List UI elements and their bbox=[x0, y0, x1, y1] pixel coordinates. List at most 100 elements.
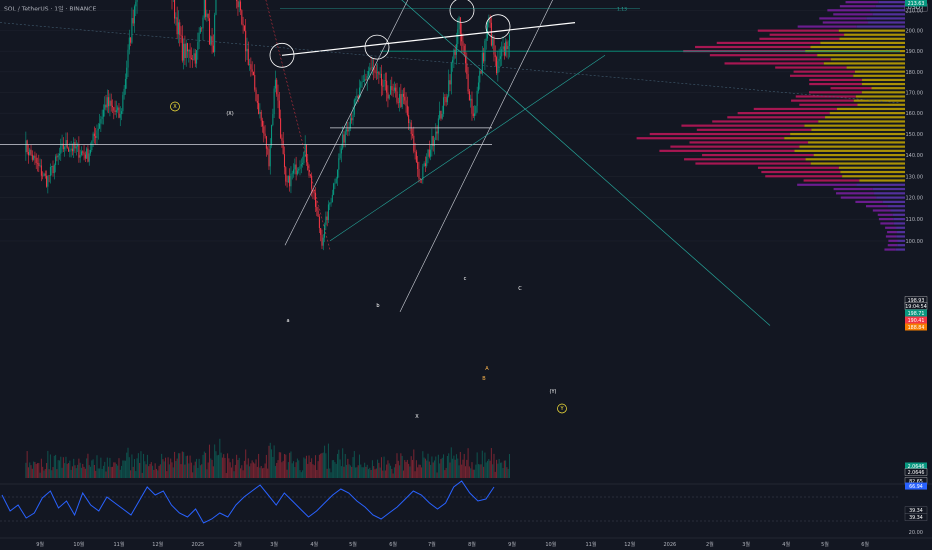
volume-bar bbox=[190, 462, 192, 478]
profile-buy bbox=[861, 82, 905, 86]
volume-bar bbox=[493, 453, 495, 478]
candle-body bbox=[124, 79, 126, 89]
volume-bar bbox=[286, 469, 288, 478]
candle-body bbox=[344, 131, 346, 143]
volume-bar bbox=[379, 467, 381, 478]
candle-body bbox=[136, 0, 138, 2]
candle-body bbox=[387, 92, 389, 99]
profile-buy bbox=[854, 70, 905, 73]
profile-buy bbox=[784, 137, 905, 140]
volume-bar bbox=[140, 451, 142, 478]
wave-label: X bbox=[173, 104, 177, 110]
volume-bar bbox=[320, 453, 322, 478]
volume-bar bbox=[203, 451, 205, 478]
x-tick-label: 4월 bbox=[310, 541, 318, 548]
candle-body bbox=[383, 80, 385, 87]
candle-body bbox=[417, 161, 419, 170]
volume-bar bbox=[206, 469, 208, 478]
volume-bar bbox=[296, 458, 298, 478]
candle-body bbox=[490, 22, 492, 46]
volume-bar bbox=[470, 468, 472, 478]
candle-body bbox=[384, 80, 386, 81]
candle-body bbox=[489, 17, 491, 23]
candle-body bbox=[273, 88, 275, 115]
volume-bar bbox=[162, 459, 164, 478]
candle-body bbox=[295, 164, 297, 175]
volume-bar bbox=[95, 470, 97, 478]
volume-bar bbox=[468, 466, 470, 478]
rsi-tag-label: 39.34 bbox=[909, 515, 923, 521]
candle-body bbox=[471, 98, 473, 114]
wave-label: (X) bbox=[226, 111, 233, 117]
volume-bar bbox=[290, 451, 292, 478]
profile-buy bbox=[811, 128, 905, 131]
candle-body bbox=[316, 206, 318, 211]
volume-bar bbox=[387, 460, 389, 478]
volume-bar bbox=[339, 459, 341, 478]
x-tick-label: 12월 bbox=[624, 541, 635, 548]
profile-buy bbox=[830, 58, 905, 61]
candle-body bbox=[466, 63, 468, 75]
profile-sell bbox=[769, 33, 845, 36]
candle-body bbox=[184, 43, 186, 59]
candle-body bbox=[483, 52, 485, 62]
volume-bar bbox=[233, 471, 235, 478]
volume-bar bbox=[77, 464, 79, 478]
candle-body bbox=[38, 163, 40, 166]
candle-body bbox=[409, 122, 411, 124]
volume-bar bbox=[476, 452, 478, 478]
candle-body bbox=[449, 80, 451, 85]
candle-body bbox=[506, 41, 508, 50]
candle-body bbox=[99, 123, 101, 129]
y-tick-label: 210.00 bbox=[906, 8, 924, 14]
volume-bar bbox=[188, 463, 190, 478]
volume-bar bbox=[497, 463, 499, 478]
candle-body bbox=[459, 17, 461, 34]
profile-buy bbox=[875, 5, 905, 8]
volume-bar bbox=[277, 460, 279, 478]
candle-body bbox=[135, 1, 137, 7]
volume-bar bbox=[210, 458, 212, 478]
candle-body bbox=[34, 155, 36, 158]
profile-buy bbox=[873, 192, 905, 195]
volume-bar bbox=[31, 468, 33, 478]
volume-bar bbox=[150, 462, 152, 478]
volume-bar bbox=[118, 458, 120, 478]
candle-body bbox=[472, 113, 474, 117]
candle-body bbox=[427, 149, 429, 157]
candle-body bbox=[338, 158, 340, 170]
x-tick-label: 8월 bbox=[468, 541, 476, 548]
candle-body bbox=[321, 234, 323, 246]
price-tag-label: 82.65 bbox=[909, 479, 923, 485]
x-tick-label: 6월 bbox=[389, 541, 397, 548]
candle-body bbox=[180, 34, 182, 37]
wave-circle bbox=[557, 403, 567, 414]
price-tag-label: 213.63 bbox=[908, 1, 925, 7]
volume-bar bbox=[269, 442, 271, 478]
volume-bar bbox=[304, 458, 306, 478]
volume-bar bbox=[465, 466, 467, 478]
volume-bar bbox=[383, 456, 385, 478]
candle-body bbox=[479, 71, 481, 83]
volume-bar bbox=[441, 457, 443, 478]
candle-body bbox=[494, 54, 496, 58]
candle-body bbox=[35, 157, 37, 164]
volume-bar bbox=[148, 466, 150, 478]
candle-body bbox=[414, 151, 416, 152]
candle-body bbox=[44, 173, 46, 176]
volume-bar bbox=[457, 458, 459, 478]
profile-sell bbox=[840, 196, 877, 199]
profile-buy bbox=[836, 107, 905, 111]
volume-bar bbox=[216, 455, 218, 478]
candle-body bbox=[346, 129, 348, 132]
wave-label: Y bbox=[559, 406, 564, 412]
volume-bar bbox=[221, 457, 223, 478]
volume-bar bbox=[193, 465, 195, 478]
volume-bar bbox=[47, 450, 49, 478]
volume-bar bbox=[230, 467, 232, 478]
candle-body bbox=[238, 1, 240, 8]
x-tick-label: 9월 bbox=[508, 541, 516, 548]
volume-bar bbox=[397, 460, 399, 478]
candle-body bbox=[86, 148, 88, 159]
